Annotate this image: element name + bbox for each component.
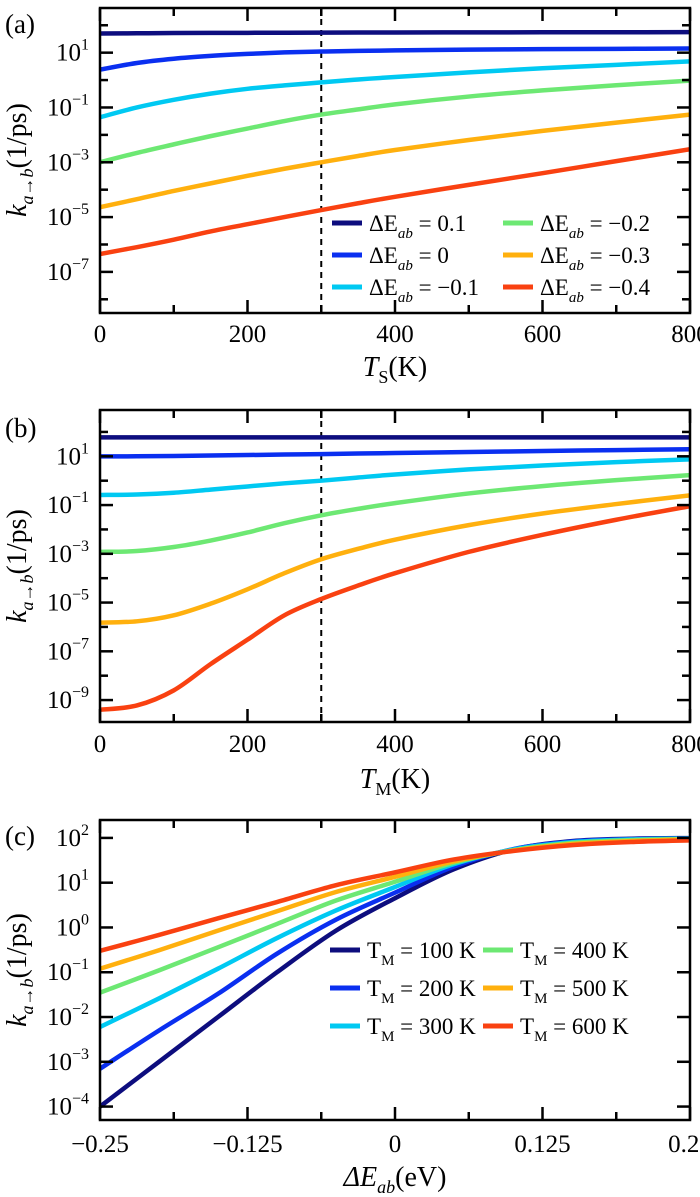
- legend-label-a-dEab=-0.1: ΔEab = −0.1: [369, 275, 479, 306]
- series-line-b-dEab=-0.1: [100, 457, 690, 498]
- legend-label-a-dEab=-0.4: ΔEab = −0.4: [540, 275, 651, 306]
- x-tick-label-c: 0.25: [668, 1131, 700, 1158]
- series-line-b-dEab=0: [100, 446, 690, 459]
- y-tick-label-c: 100: [56, 911, 89, 941]
- y-axis-label-a: ka→b(1/ps): [2, 103, 37, 217]
- ticks-a: [98, 8, 692, 313]
- y-tick-label-b: 10−1: [47, 489, 89, 519]
- panel-label-b: (b): [5, 413, 36, 443]
- legend-label-c-TM=200K: TM = 200 K: [367, 976, 476, 1007]
- ticks-b: [98, 410, 692, 722]
- series-line-b-dEab=-0.3: [100, 493, 690, 625]
- x-tick-label-c: 0: [389, 1131, 402, 1158]
- y-tick-label-c: 10−1: [47, 956, 89, 986]
- y-axis-label-c: ka→b(1/ps): [2, 913, 37, 1027]
- legend-label-c-TM=100K: TM = 100 K: [367, 938, 476, 969]
- y-tick-label-c: 10−2: [47, 1001, 89, 1031]
- x-tick-label-a: 200: [229, 321, 267, 348]
- series-line-a-dEab=0: [100, 46, 690, 72]
- legend-label-c-TM=500K: TM = 500 K: [520, 976, 629, 1007]
- series-line-a-dEab=-0.3: [100, 112, 690, 210]
- series-line-a-dEab=-0.4: [100, 146, 690, 257]
- x-axis-label-b: TM(K): [360, 764, 430, 799]
- y-tick-label-b: 10−7: [47, 635, 89, 665]
- series-line-a-dEab=-0.2: [100, 78, 690, 165]
- x-tick-label-b: 600: [524, 731, 562, 758]
- x-tick-label-b: 200: [229, 731, 267, 758]
- legend-label-c-TM=600K: TM = 600 K: [520, 1014, 629, 1045]
- chart-a: 0 200 400 600 800 10−7 10−5 10−3 10−1 101 TS(K) ka→…: [2, 6, 700, 387]
- legend-label-a-dEab=0.1: ΔEab = 0.1: [369, 211, 466, 242]
- chart-b: 0 200 400 600 800 10−9 10−7 10−5 10−3 10−1 101 TM(K…: [2, 408, 700, 799]
- x-axis-label-c: ΔEab(eV): [343, 1162, 447, 1197]
- y-tick-label-c: 10−4: [47, 1091, 89, 1121]
- y-tick-label-c: 10−3: [47, 1046, 89, 1076]
- chart-c: −0.25 −0.125 0 0.125 0.25 10−4 10−3 10−2 10−1 100…: [2, 818, 700, 1197]
- legend-label-a-dEab=-0.2: ΔEab = −0.2: [540, 211, 650, 242]
- plot-frame-c: [98, 818, 692, 1122]
- panel-label-c: (c): [5, 821, 35, 851]
- x-tick-label-c: −0.125: [212, 1131, 282, 1158]
- y-tick-label-b: 101: [56, 440, 89, 470]
- panel-label-a: (a): [5, 9, 35, 39]
- series-line-a-dEab=0.1: [100, 29, 690, 36]
- series-line-c-TM=400K: [100, 836, 690, 995]
- x-tick-label-b: 400: [376, 731, 414, 758]
- y-tick-label-a: 10−7: [47, 256, 89, 286]
- y-tick-label-c: 102: [56, 822, 89, 852]
- y-tick-label-b: 10−3: [47, 538, 89, 568]
- series-line-b-dEab=-0.2: [100, 472, 690, 555]
- x-tick-label-b: 800: [671, 731, 700, 758]
- y-tick-label-b: 10−5: [47, 587, 89, 617]
- x-tick-label-c: −0.25: [71, 1131, 129, 1158]
- legend-label-c-TM=400K: TM = 400 K: [520, 938, 629, 969]
- legend-label-a-dEab=0: ΔEab = 0: [369, 243, 449, 274]
- x-tick-label-a: 0: [94, 321, 107, 348]
- legend-c: TM = 100 K TM = 200 K TM = 300 K TM = 400 K…: [330, 938, 629, 1045]
- x-tick-label-a: 800: [671, 321, 700, 348]
- series-line-b-dEab=-0.4: [100, 503, 690, 713]
- y-tick-label-a: 10−1: [47, 91, 89, 121]
- x-tick-label-a: 400: [376, 321, 414, 348]
- x-tick-label-b: 0: [94, 731, 107, 758]
- y-tick-label-c: 101: [56, 867, 89, 897]
- ticks-c: [98, 820, 692, 1120]
- y-axis-label-b: ka→b(1/ps): [2, 509, 37, 623]
- y-tick-label-a: 10−5: [47, 201, 89, 231]
- series-line-c-TM=600K: [100, 838, 690, 954]
- legend-label-a-dEab=-0.3: ΔEab = −0.3: [540, 243, 650, 274]
- y-tick-label-a: 101: [56, 37, 89, 67]
- y-tick-label-b: 10−9: [47, 684, 89, 714]
- legend-label-c-TM=300K: TM = 300 K: [367, 1014, 476, 1045]
- x-tick-label-c: 0.125: [514, 1131, 570, 1158]
- series-line-a-dEab=-0.1: [100, 59, 690, 120]
- x-axis-label-a: TS(K): [363, 352, 427, 387]
- x-tick-label-a: 600: [524, 321, 562, 348]
- y-tick-label-a: 10−3: [47, 146, 89, 176]
